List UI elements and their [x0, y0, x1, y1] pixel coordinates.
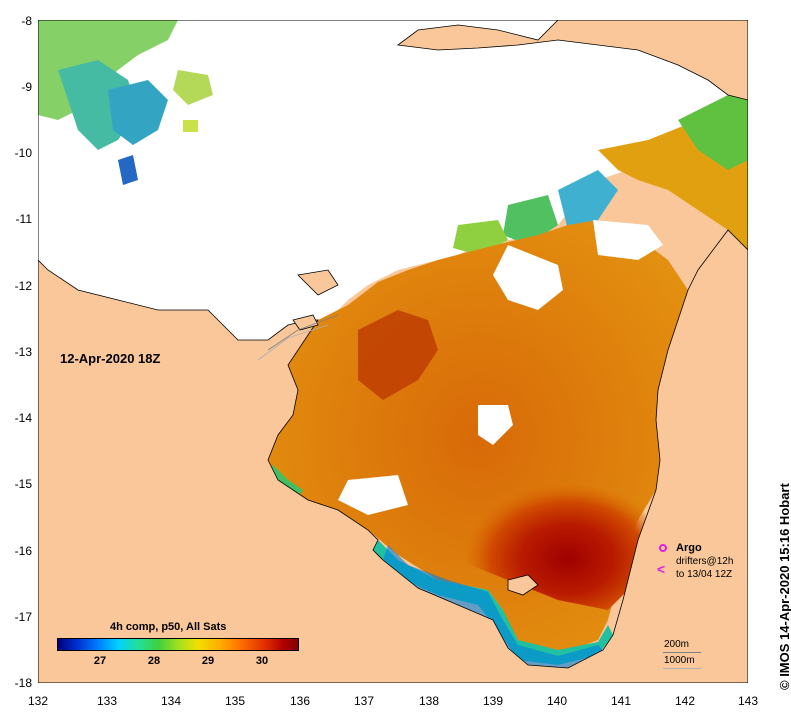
y-tick-label: -14: [14, 411, 32, 425]
map-svg: [38, 20, 748, 683]
y-tick-label: -12: [14, 279, 32, 293]
colorbar-title: 4h comp, p50, All Sats: [110, 621, 227, 633]
x-tick-label: 140: [546, 694, 568, 708]
depth-1000m-label: 1000m: [664, 655, 695, 666]
land-new-guinea: [396, 20, 748, 101]
y-tick-label: -9: [21, 80, 32, 94]
colorbar-tick: 30: [255, 655, 269, 667]
credit-text: © IMOS 14-Apr-2020 15:16 Hobart: [777, 483, 791, 690]
sst-map: [38, 20, 748, 683]
drifter-legend-line1: drifters@12h: [676, 556, 734, 567]
depth-200m-label: 200m: [664, 639, 690, 650]
depth-1000m-line: [663, 668, 701, 669]
hot-core: [418, 440, 648, 610]
x-tick-label: 141: [610, 694, 632, 708]
drifter-legend-line2: to 13/04 12Z: [676, 569, 733, 580]
x-tick-label: 143: [737, 694, 759, 708]
x-tick-label: 142: [674, 694, 696, 708]
ne-patches: [453, 90, 748, 255]
y-tick-label: -15: [14, 477, 32, 491]
x-tick-label: 132: [27, 694, 49, 708]
y-tick-label: -17: [14, 610, 32, 624]
colorbar-tick: 27: [93, 655, 107, 667]
argo-legend-label: Argo: [676, 542, 702, 554]
y-tick-label: -10: [14, 146, 32, 160]
x-tick-label: 134: [160, 694, 182, 708]
y-tick-label: -11: [15, 212, 32, 226]
date-label: 12-Apr-2020 18Z: [60, 351, 161, 366]
cool-patches: [38, 20, 213, 185]
colorbar-tick: 28: [147, 655, 161, 667]
drifter-arrow-icon: <: [657, 561, 666, 577]
land-australia: [38, 229, 748, 683]
island: [297, 269, 339, 296]
depth-contour-1000m: [257, 324, 329, 361]
island: [292, 314, 319, 331]
y-tick-label: -13: [14, 345, 32, 359]
x-tick-label: 136: [289, 694, 311, 708]
colorbar-tick: 29: [201, 655, 215, 667]
y-tick-label: -8: [21, 14, 32, 28]
colorbar: [57, 638, 299, 651]
x-tick-label: 139: [482, 694, 504, 708]
x-tick-label: 138: [418, 694, 440, 708]
depth-contour-200m: [267, 314, 339, 351]
x-tick-label: 135: [224, 694, 246, 708]
argo-float-icon: [659, 544, 667, 552]
y-tick-label: -16: [14, 544, 32, 558]
x-tick-label: 137: [353, 694, 375, 708]
cloud-region: [38, 20, 748, 340]
island: [507, 574, 539, 596]
depth-200m-line: [663, 652, 701, 653]
x-tick-label: 133: [96, 694, 118, 708]
y-tick-label: -18: [14, 676, 32, 690]
hot-nw: [358, 310, 438, 400]
